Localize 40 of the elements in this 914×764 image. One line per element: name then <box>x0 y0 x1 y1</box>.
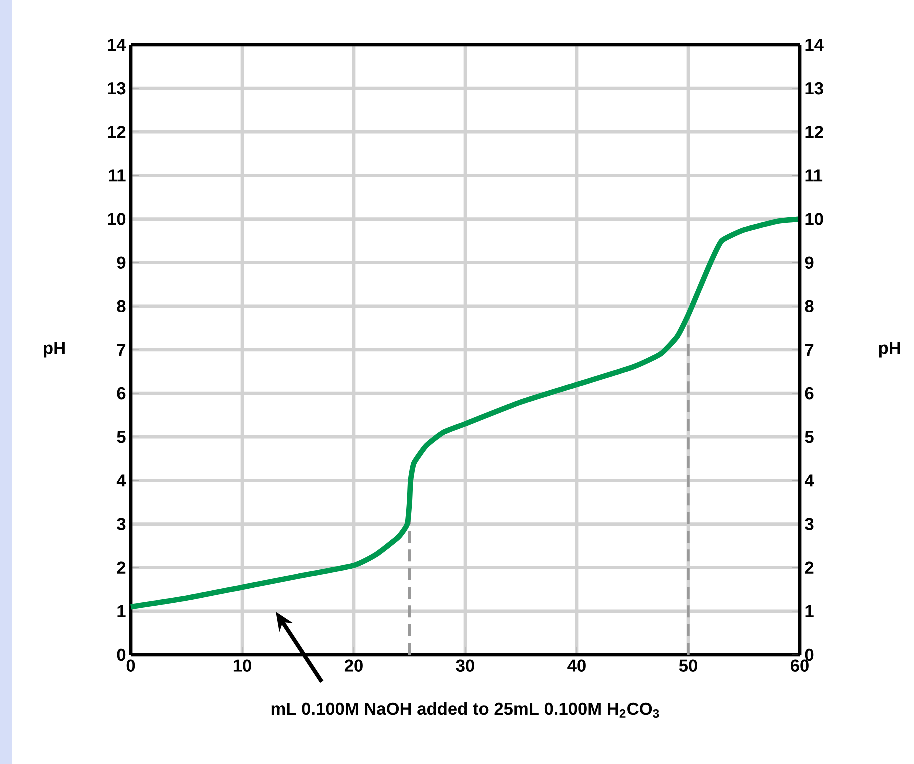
y2-tick-label: 10 <box>806 213 824 226</box>
x-tick-label: 50 <box>679 660 698 672</box>
y-tick-label: 11 <box>109 170 126 182</box>
y2-tick-label: 12 <box>806 126 824 138</box>
y2-tick-label: 4 <box>804 474 814 487</box>
y-tick-label: 8 <box>117 300 126 313</box>
x-tick-label: 40 <box>568 660 586 672</box>
y-tick-label: 10 <box>108 213 126 226</box>
y2-tick-label: 6 <box>805 387 814 400</box>
y2-tick-label: 7 <box>805 344 814 356</box>
y-tick-label: 0 <box>117 648 126 662</box>
x-tick-label: 30 <box>456 660 474 672</box>
x-tick-label: 60 <box>790 660 809 672</box>
y-tick-label: 13 <box>108 82 126 95</box>
y2-tick-label: 3 <box>805 518 814 530</box>
y2-tick-label: 14 <box>806 39 824 51</box>
y2-tick-label: 2 <box>805 562 814 574</box>
y-tick-label: 3 <box>117 518 126 530</box>
y2-tick-label: 1 <box>806 605 814 618</box>
y2-tick-label: 13 <box>806 82 824 95</box>
y-tick-label: 4 <box>116 474 126 487</box>
y-tick-label: 2 <box>117 562 126 574</box>
x-tick-label: 20 <box>344 660 363 672</box>
y-tick-label: 12 <box>108 126 126 138</box>
y-tick-label: 7 <box>117 344 126 356</box>
y2-tick-label: 11 <box>806 170 823 182</box>
y-tick-label: 9 <box>117 256 126 269</box>
y-tick-label: 14 <box>108 39 126 51</box>
y-tick-label: 1 <box>118 605 126 618</box>
y-tick-label: 6 <box>117 387 126 400</box>
y-tick-label: 5 <box>117 431 126 444</box>
x-tick-label: 10 <box>234 660 252 672</box>
y2-tick-label: 0 <box>805 648 814 662</box>
y2-tick-label: 5 <box>805 431 814 444</box>
y-axis-title: pH <box>44 342 65 358</box>
x-tick-label: 0 <box>126 660 136 672</box>
y2-tick-label: 8 <box>805 300 814 313</box>
y2-tick-label: 9 <box>805 256 814 269</box>
y2-axis-title: pH <box>879 342 900 358</box>
x-axis-title: mL 0.100M NaOH added to 25mL 0.100M H$_{2}$CO$_{3}$ <box>272 702 660 718</box>
